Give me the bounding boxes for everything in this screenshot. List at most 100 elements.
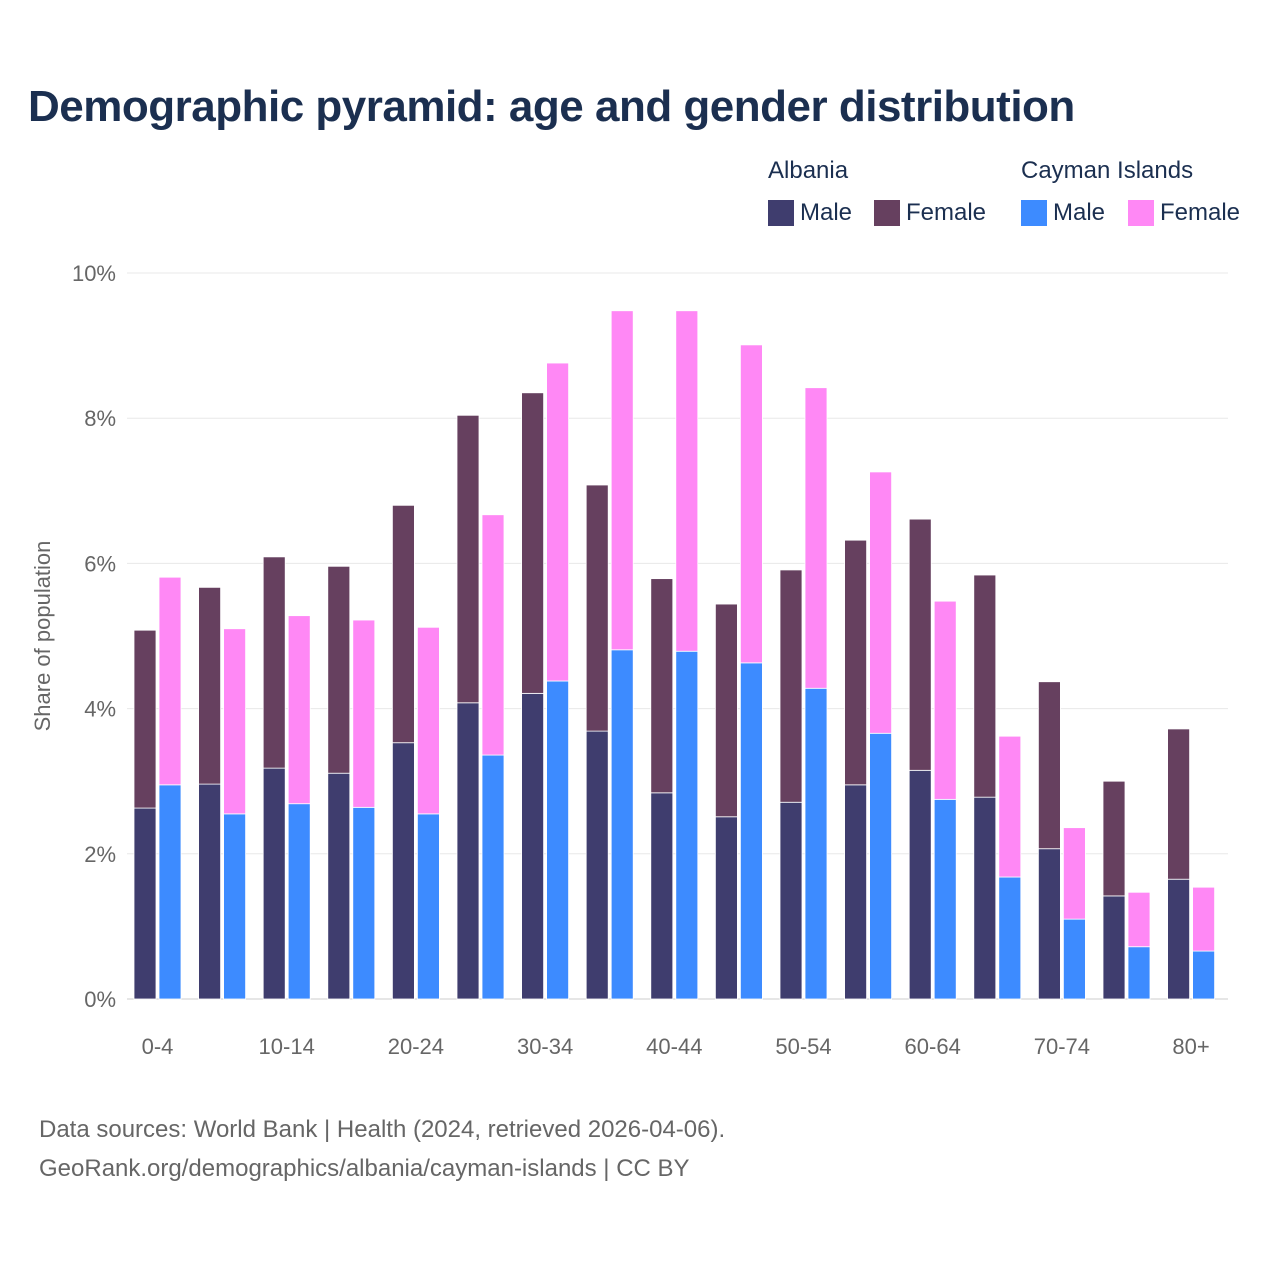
bar-albania-female [133,629,157,809]
bar-cayman-islands-male [416,813,440,1000]
chart-title: Demographic pyramid: age and gender dist… [28,82,1075,131]
bar-albania-female [585,484,609,732]
y-tick-label: 0% [84,987,116,1012]
bar-cayman-islands-male [481,754,505,1000]
bar-cayman-islands-female [610,310,634,651]
bar-cayman-islands-female [287,615,311,805]
x-tick-label: 30-34 [517,1034,573,1059]
bar-albania-female [779,569,803,803]
bar-albania-female [327,565,351,774]
bar-cayman-islands-male [675,650,699,1000]
bar-albania-female [521,392,544,694]
bar-cayman-islands-male [1192,950,1215,1000]
bar-cayman-islands-female [740,344,763,664]
legend-label: Male [1053,199,1106,226]
legend-swatch [1021,200,1047,226]
bar-albania-male [456,702,480,1000]
bar-cayman-islands-female [675,310,699,652]
bar-cayman-islands-male [223,813,247,1000]
bar-albania-male [1167,878,1190,1000]
x-tick-label: 50-54 [775,1034,831,1059]
bar-cayman-islands-female [158,576,182,786]
bar-cayman-islands-female [998,735,1022,878]
y-tick-label: 6% [84,551,116,576]
bar-albania-male [327,772,351,1000]
bar-cayman-islands-male [804,687,828,1000]
legend-label: Female [906,199,987,226]
bar-albania-female [391,504,415,744]
bar-albania-female [456,414,480,704]
legend-swatch [874,200,900,226]
bar-cayman-islands-female [1192,886,1215,952]
bar-albania-female [198,586,222,785]
bar-albania-male [391,742,415,1000]
bar-albania-female [1038,681,1061,850]
bar-albania-female [1102,780,1126,897]
bar-albania-male [650,792,674,1000]
bar-cayman-islands-male [546,680,569,1000]
bar-albania-female [973,574,997,798]
bar-cayman-islands-male [287,803,311,1000]
bar-albania-male [844,784,867,1000]
bar-albania-female [262,556,286,769]
legend-swatch [1128,200,1154,226]
x-tick-label: 10-14 [259,1034,315,1059]
legend-albania-female[interactable]: Female [874,199,986,227]
bar-cayman-islands-male [740,662,763,1000]
bar-albania-male [779,801,803,1000]
bar-albania-male [973,796,997,1000]
x-tick-label: 40-44 [646,1034,702,1059]
bar-cayman-islands-male [998,876,1022,1000]
bar-cayman-islands-female [416,626,440,815]
x-tick-label: 0-4 [142,1034,174,1059]
bar-albania-male [262,767,286,1000]
bar-cayman-islands-male [610,649,634,1000]
bar-cayman-islands-male [352,806,376,1000]
bar-albania-male [1038,848,1061,1000]
bar-cayman-islands-female [933,600,957,800]
legend-cayman-male[interactable]: Male [1021,199,1105,227]
bar-cayman-islands-female [869,471,892,734]
legend-label: Female [1160,199,1241,226]
y-tick-label: 4% [84,697,116,722]
bar-cayman-islands-male [933,798,957,1000]
legend-label: Male [800,199,853,226]
bar-albania-female [650,578,674,794]
x-tick-label: 80+ [1172,1034,1209,1059]
bar-cayman-islands-female [1063,827,1086,920]
legend-swatch [768,200,794,226]
legend-country-albania: Albania [768,157,849,184]
footer-link[interactable]: GeoRank.org/demographics/albania/cayman-… [39,1155,690,1182]
bar-cayman-islands-male [869,732,892,1000]
legend-country-cayman: Cayman Islands [1021,157,1194,184]
bar-cayman-islands-male [1063,918,1086,1000]
bar-cayman-islands-female [546,362,569,682]
bar-albania-female [715,603,738,818]
bar-albania-male [198,783,222,1000]
legend-cayman-female[interactable]: Female [1128,199,1240,227]
bar-albania-female [908,518,932,771]
bar-albania-male [133,807,157,1000]
bar-albania-male [521,692,544,1000]
bar-cayman-islands-female [804,387,828,689]
bar-cayman-islands-female [223,628,247,815]
bar-cayman-islands-male [1127,946,1151,1000]
bar-albania-male [1102,895,1126,1000]
bar-cayman-islands-female [481,514,505,756]
bar-cayman-islands-female [352,619,376,808]
bar-albania-male [585,730,609,1000]
y-tick-label: 10% [72,261,116,286]
y-axis-label: Share of population [30,541,55,732]
bar-albania-male [715,816,738,1000]
y-tick-label: 2% [84,842,116,867]
x-tick-label: 70-74 [1034,1034,1090,1059]
legend-albania-male[interactable]: Male [768,199,852,227]
bar-cayman-islands-male [158,784,182,1000]
footer-sources: Data sources: World Bank | Health (2024,… [39,1116,726,1143]
bar-cayman-islands-female [1127,891,1151,948]
bar-albania-male [908,769,932,1000]
y-tick-label: 8% [84,406,116,431]
x-tick-label: 20-24 [388,1034,444,1059]
bar-albania-female [1167,728,1190,880]
